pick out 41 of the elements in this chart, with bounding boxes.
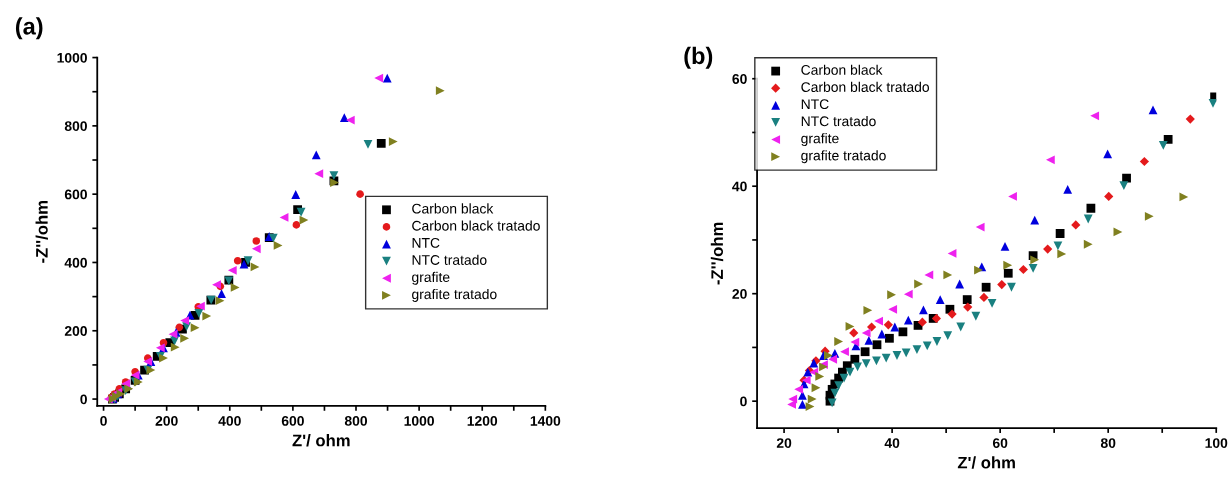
legend-label: NTC xyxy=(412,237,440,248)
legend-label: grafite xyxy=(412,271,450,285)
legend-label: grafite tratado xyxy=(412,288,497,302)
x-tick-label: 60 xyxy=(992,438,1008,448)
chart-title: (b) xyxy=(684,46,713,69)
x-tick-label: 0 xyxy=(100,415,107,426)
y-tick-label: 800 xyxy=(64,121,87,132)
y-tick-label: 1000 xyxy=(57,52,87,63)
legend-label: Carbon black tratado xyxy=(801,81,930,92)
x-tick-label: 100 xyxy=(1205,438,1228,448)
x-tick-label: 200 xyxy=(155,415,178,426)
y-tick-label: 60 xyxy=(732,74,747,84)
x-tick-label: 600 xyxy=(281,415,304,426)
x-axis-title: Z'/ ohm xyxy=(292,434,350,447)
x-tick-label: 800 xyxy=(344,415,368,426)
x-tick-label: 40 xyxy=(884,438,900,448)
legend-label: grafite xyxy=(801,133,839,147)
legend-label: NTC xyxy=(801,99,829,110)
x-tick-label: 1200 xyxy=(467,415,498,426)
legend-label: Carbon black xyxy=(412,203,494,214)
legend-label: NTC tratado xyxy=(412,254,487,265)
y-tick-label: 0 xyxy=(740,396,747,407)
legend-label: Carbon black tratado xyxy=(412,220,540,231)
x-tick-label: 80 xyxy=(1100,438,1116,448)
y-tick-label: 40 xyxy=(732,181,747,192)
y-tick-label: 600 xyxy=(64,189,87,200)
x-tick-label: 1000 xyxy=(404,415,434,426)
chart-title: (a) xyxy=(15,17,43,40)
y-tick-label: 200 xyxy=(64,326,87,336)
legend-label: grafite tratado xyxy=(801,150,886,164)
x-tick-label: 1400 xyxy=(530,415,561,426)
y-axis-title: -Z''/ohm xyxy=(710,222,724,285)
x-axis-title: Z'/ ohm xyxy=(957,456,1015,469)
x-tick-label: 400 xyxy=(218,415,241,426)
y-axis-title: -Z''/ohm xyxy=(35,201,48,263)
x-tick-label: 20 xyxy=(776,438,792,448)
legend-label: Carbon black xyxy=(801,64,883,75)
y-tick-label: 0 xyxy=(80,394,87,405)
legend-label: NTC tratado xyxy=(801,116,876,127)
y-tick-label: 400 xyxy=(64,257,87,268)
y-tick-label: 20 xyxy=(732,289,747,299)
